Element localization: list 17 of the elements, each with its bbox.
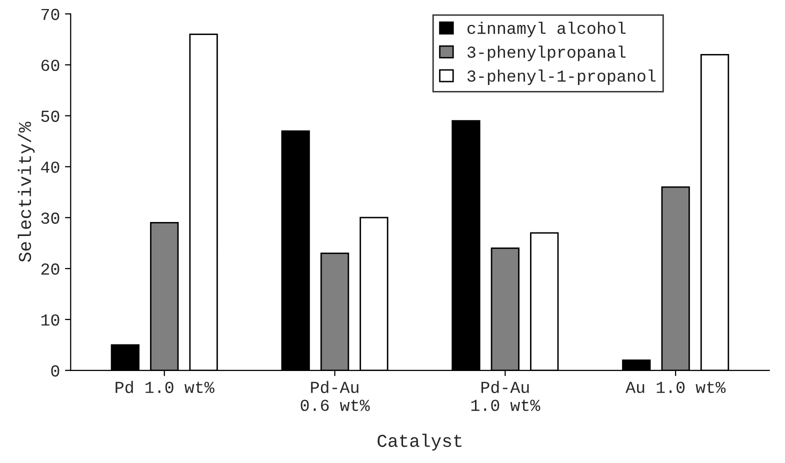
x-axis-title: Catalyst: [378, 434, 462, 451]
y-tick-label: 40: [41, 162, 60, 173]
y-tick-label: 0: [51, 365, 60, 377]
y-tick-label: 50: [41, 110, 60, 122]
x-tick-label: Pd 1.0 wt%: [116, 380, 214, 394]
y-tick-label: 20: [41, 263, 60, 275]
y-tick-label: 30: [41, 212, 60, 224]
y-axis-title: Selectivity/%: [18, 122, 35, 262]
x-tick-label: Pd-Au 0.6 wt%: [300, 380, 370, 412]
legend-label: 3-phenylpropanal: [467, 46, 626, 62]
y-tick-label: 10: [41, 314, 60, 326]
y-tick-label: 60: [41, 60, 60, 72]
legend-label: 3-phenyl-1-propanol: [467, 70, 656, 86]
x-tick-label: Pd-Au 1.0 wt%: [471, 380, 540, 412]
y-tick-label: 70: [42, 8, 60, 20]
x-tick-label: Au 1.0 wt%: [626, 382, 726, 394]
legend-label: cinnamyl alcohol: [467, 22, 626, 38]
